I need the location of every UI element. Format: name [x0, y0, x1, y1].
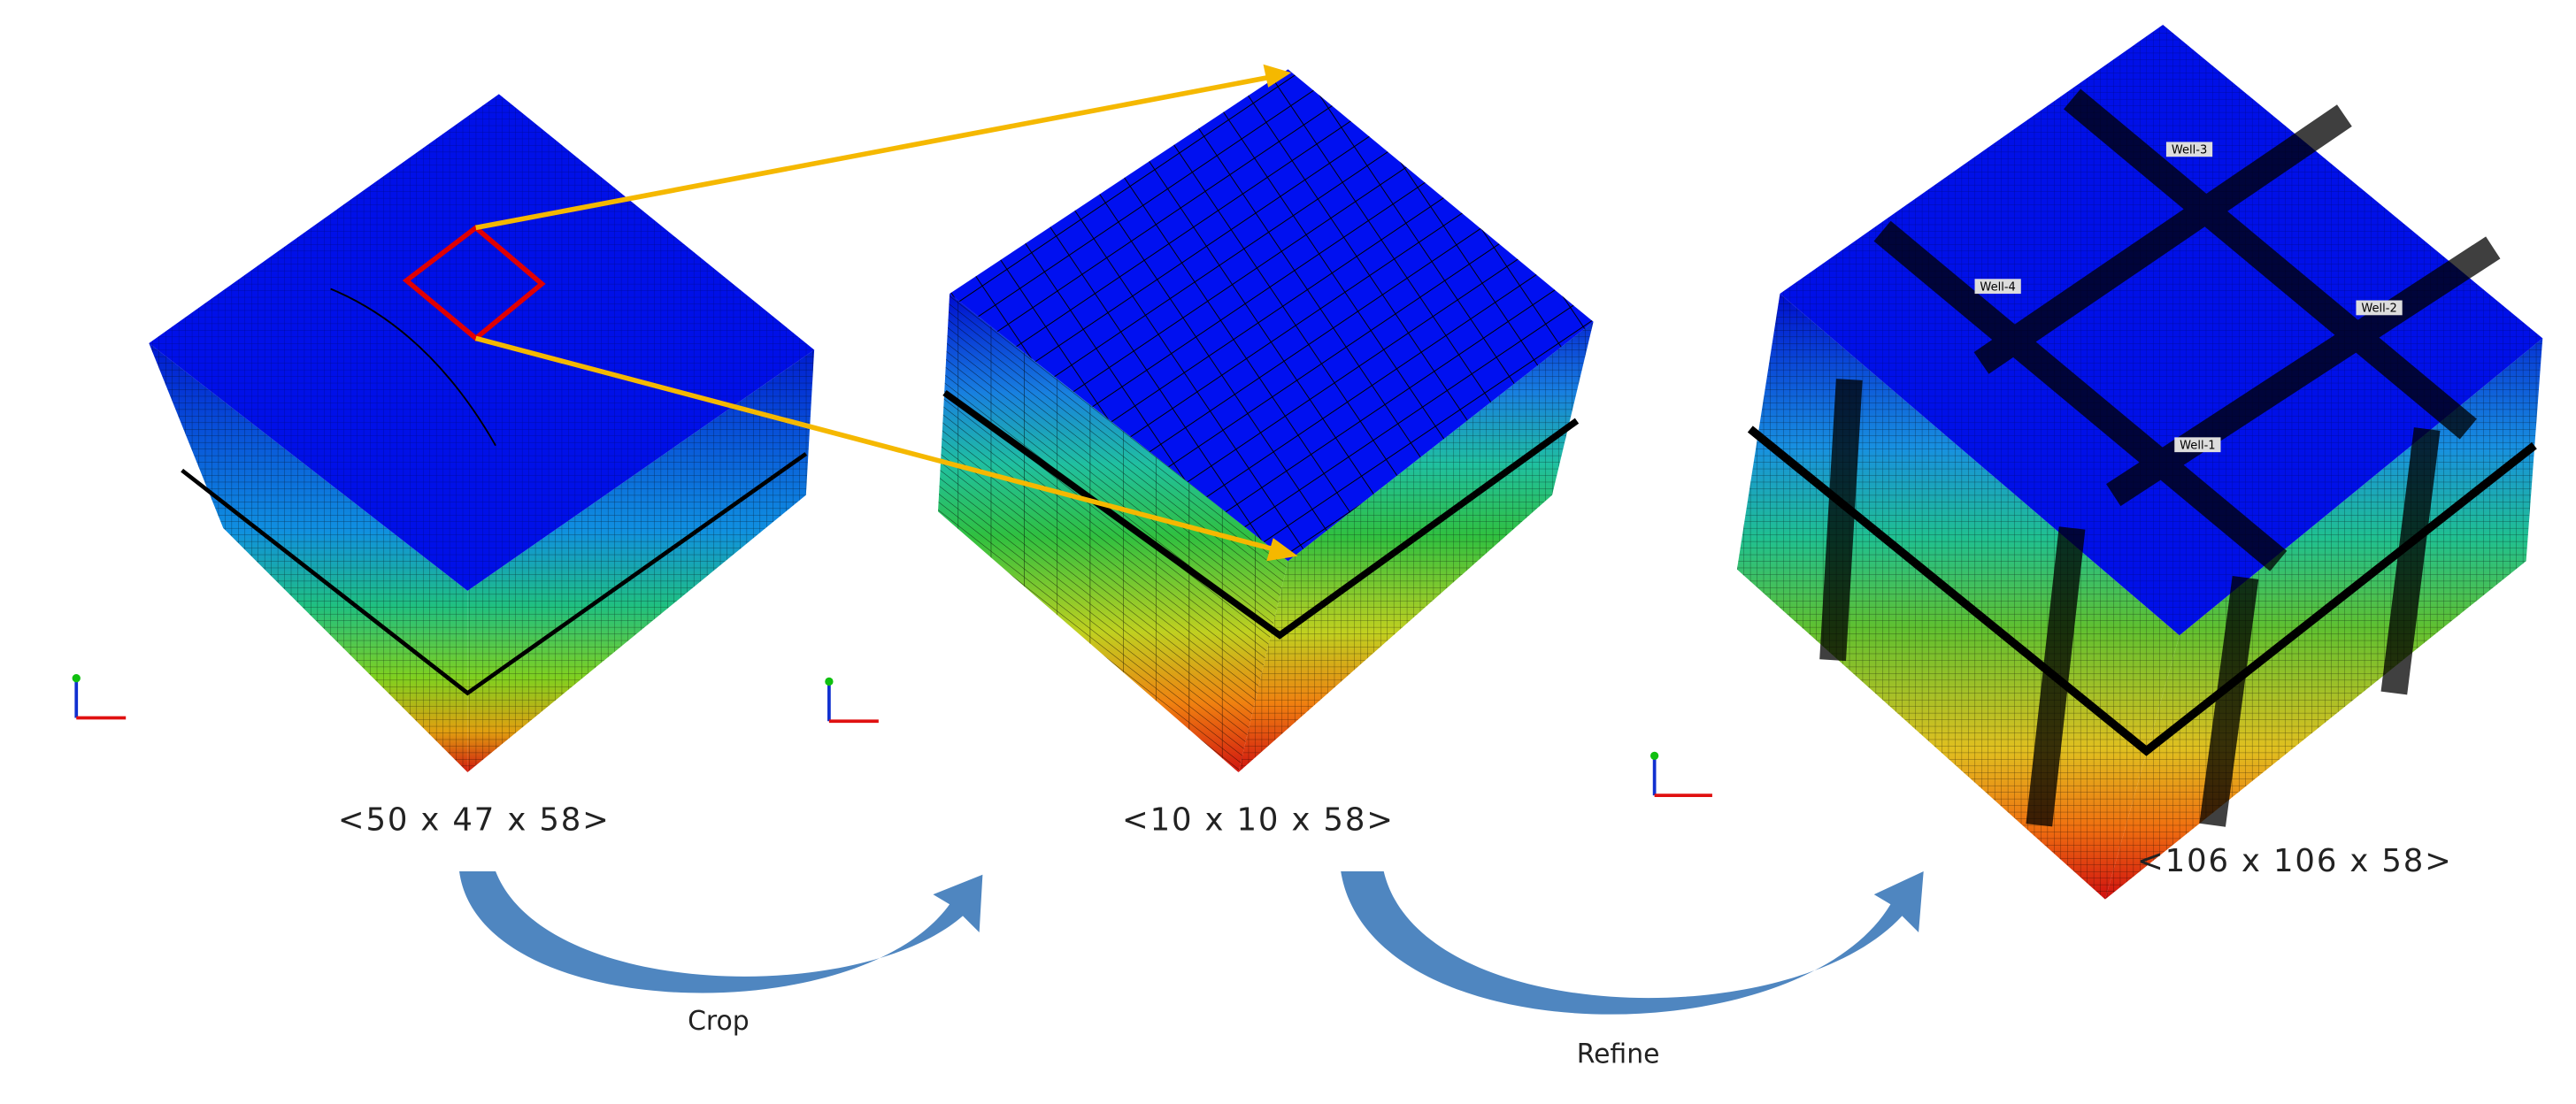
stage-label: <50 x 47 x 58> — [338, 801, 611, 838]
model-cropped — [938, 69, 1594, 773]
step-arrows — [459, 870, 1924, 1015]
zoom-arrows — [474, 64, 1298, 562]
stage-label: <10 x 10 x 58> — [1122, 801, 1395, 838]
step-label: Crop — [688, 1006, 750, 1037]
model-refined — [1736, 24, 2543, 900]
well-label: Well-1 — [2180, 439, 2215, 452]
well-label: Well-3 — [2172, 143, 2207, 157]
well-label: Well-2 — [2361, 303, 2396, 316]
step-label: Refine — [1577, 1039, 1660, 1070]
model-original — [149, 94, 815, 773]
well-tags: Well-1 Well-2 Well-3 Well-4 — [1974, 142, 2403, 452]
stage-label: <106 x 106 x 58> — [2137, 843, 2453, 879]
well-label: Well-4 — [1980, 280, 2015, 294]
axis-icons — [72, 674, 1712, 798]
